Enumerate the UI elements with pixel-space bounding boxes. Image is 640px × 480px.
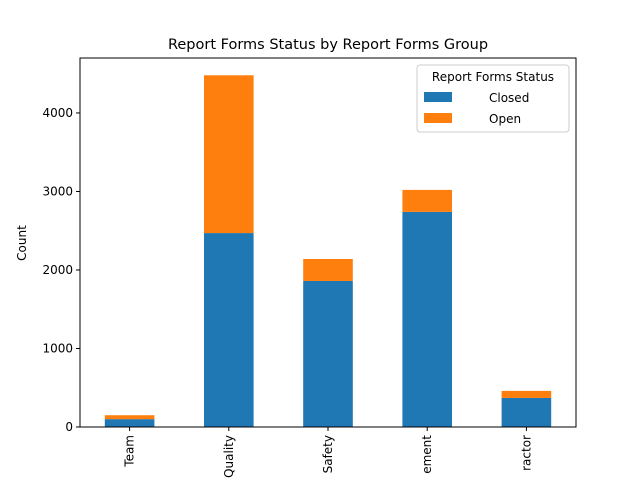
x-tick-label: ement bbox=[420, 435, 434, 474]
bar-open-4 bbox=[501, 390, 552, 398]
y-tick-label: 3000 bbox=[42, 184, 73, 198]
legend-title: Report Forms Status bbox=[432, 70, 554, 84]
bar-group bbox=[104, 75, 552, 427]
legend: Report Forms Status Closed Open bbox=[416, 64, 570, 133]
x-tick-label: Team bbox=[123, 435, 137, 468]
y-tick-label: 1000 bbox=[42, 341, 73, 355]
bar-closed-1 bbox=[204, 233, 254, 427]
x-axis: Team Quality Safety ement ractor bbox=[123, 427, 533, 478]
bar-open-3 bbox=[402, 189, 452, 212]
y-tick-label: 0 bbox=[65, 420, 73, 434]
legend-label-closed: Closed bbox=[489, 91, 529, 105]
chart-title: Report Forms Status by Report Forms Grou… bbox=[168, 37, 488, 53]
bar-open-1 bbox=[204, 75, 254, 234]
legend-box bbox=[416, 64, 570, 133]
y-tick-label: 4000 bbox=[42, 106, 73, 120]
x-tick-label: Quality bbox=[222, 435, 236, 478]
bar-closed-3 bbox=[402, 211, 452, 427]
legend-label-open: Open bbox=[489, 112, 521, 126]
bar-closed-4 bbox=[501, 397, 552, 427]
bar-open-0 bbox=[104, 415, 155, 420]
plot-frame bbox=[79, 57, 577, 428]
bar-open-2 bbox=[303, 258, 353, 281]
x-tick-label: ractor bbox=[519, 435, 533, 471]
x-tick-label: Safety bbox=[321, 435, 335, 473]
y-axis: 0 1000 2000 3000 4000 bbox=[42, 106, 80, 434]
y-axis-label: Count bbox=[15, 225, 29, 261]
legend-swatch-open bbox=[424, 113, 452, 123]
bar-closed-0 bbox=[104, 419, 155, 427]
legend-swatch-closed bbox=[424, 92, 452, 102]
y-tick-label: 2000 bbox=[42, 263, 73, 277]
bar-closed-2 bbox=[303, 280, 353, 427]
